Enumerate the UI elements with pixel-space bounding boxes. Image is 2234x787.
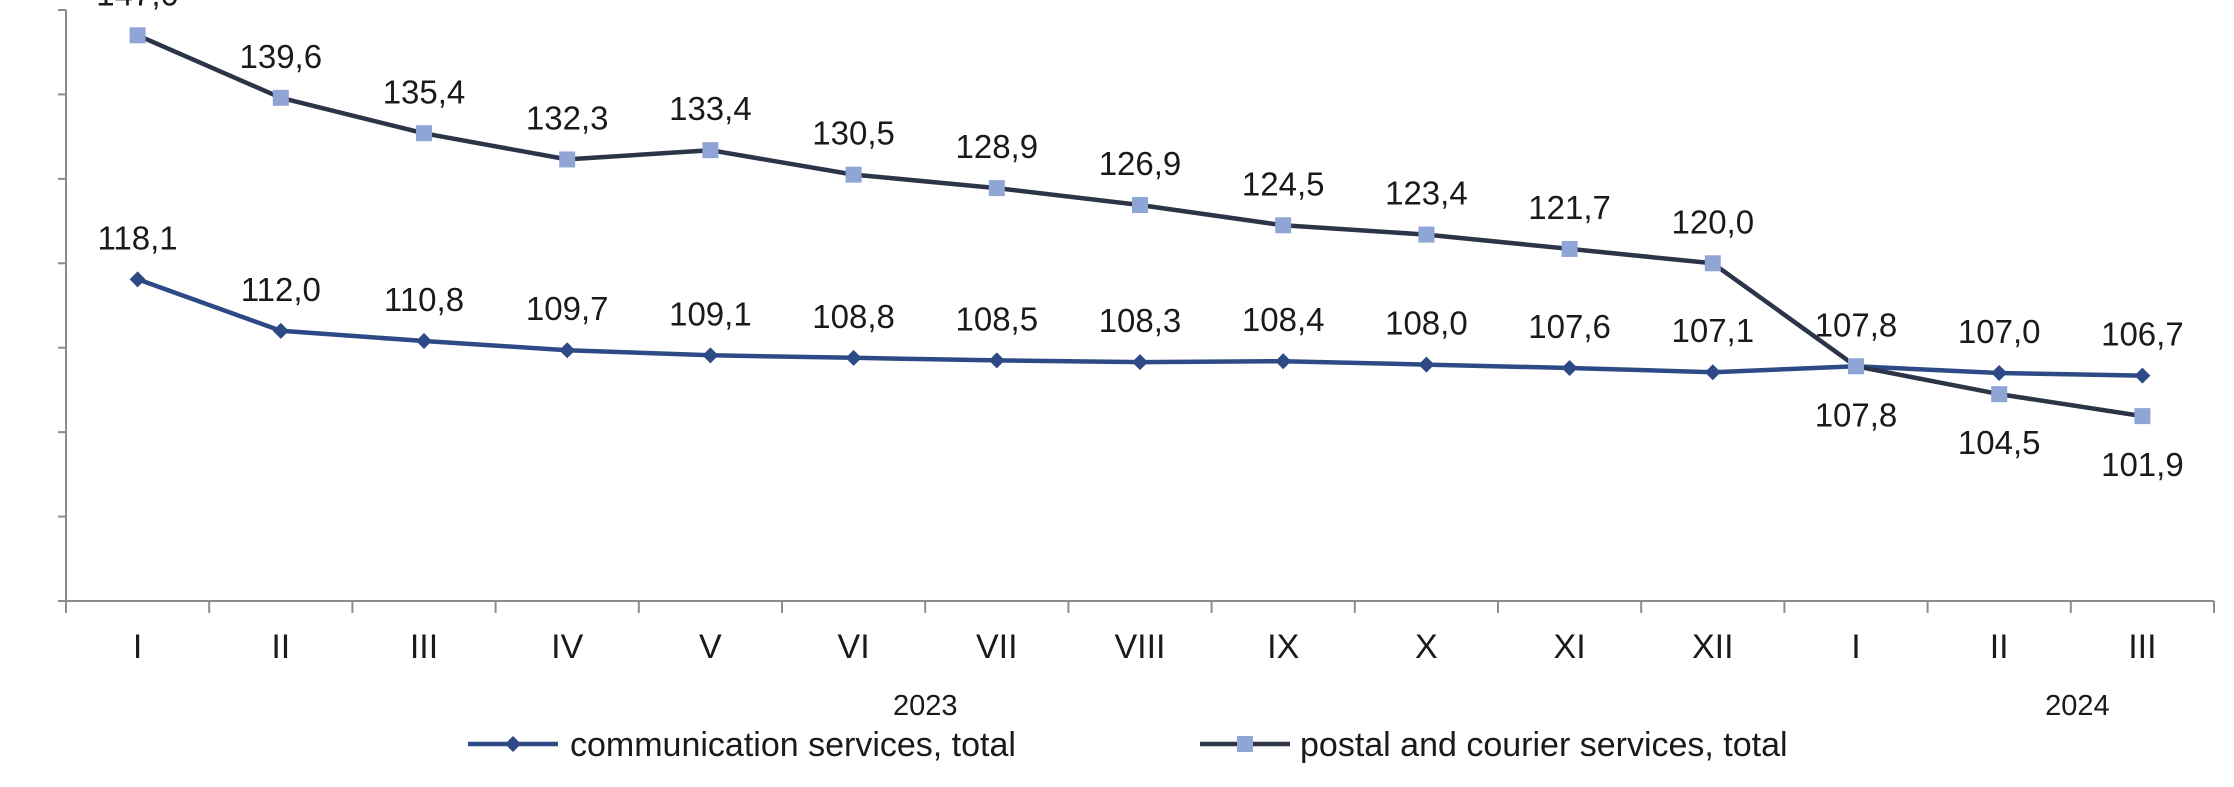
data-point-diamond — [702, 347, 719, 364]
data-point-diamond — [988, 352, 1005, 369]
category-label: VII — [976, 628, 1018, 666]
data-label: 123,4 — [1385, 175, 1468, 212]
data-label: 109,7 — [526, 290, 609, 327]
category-label: I — [133, 628, 142, 666]
category-labels: I II III IV V VI VII VIII IX X XI XII I II III — [133, 628, 2157, 666]
data-label: 108,5 — [956, 300, 1039, 337]
data-point-diamond — [2134, 367, 2151, 384]
data-point-square — [988, 180, 1005, 197]
data-label: 124,5 — [1242, 165, 1325, 202]
data-label: 112,0 — [241, 271, 321, 308]
year-labels: 2023 2024 — [893, 690, 2110, 722]
data-label: 107,8 — [1815, 306, 1898, 343]
data-label: 107,0 — [1958, 313, 2041, 350]
data-label: 107,6 — [1528, 308, 1611, 345]
data-point-diamond — [845, 349, 862, 366]
data-label: 128,9 — [956, 128, 1039, 165]
data-label: 118,1 — [98, 219, 178, 256]
data-point-square — [1704, 255, 1721, 272]
data-label: 109,1 — [669, 295, 752, 332]
data-point-diamond — [272, 322, 289, 339]
data-point-diamond — [129, 271, 146, 288]
legend-marker-diamond — [505, 736, 521, 752]
data-point-diamond — [1991, 365, 2008, 382]
category-label: VI — [838, 628, 870, 666]
data-label: 139,6 — [240, 38, 323, 75]
category-label: III — [410, 628, 438, 666]
data-label: 110,8 — [384, 281, 464, 318]
data-point-diamond — [1561, 359, 1578, 376]
year-label: 2024 — [2045, 690, 2110, 722]
data-label: 132,3 — [526, 99, 609, 136]
category-label: VIII — [1114, 628, 1165, 666]
category-label: XII — [1692, 628, 1734, 666]
data-point-square — [1132, 197, 1148, 214]
category-label: V — [699, 628, 722, 666]
data-point-square — [416, 125, 432, 142]
data-point-square — [272, 89, 289, 106]
data-point-diamond — [416, 332, 432, 349]
data-point-diamond — [559, 342, 576, 359]
category-label: II — [1990, 628, 2009, 666]
data-label: 108,3 — [1099, 302, 1182, 339]
data-label: 108,0 — [1385, 305, 1468, 342]
data-label: 121,7 — [1528, 189, 1611, 226]
data-label: 106,7 — [2101, 316, 2184, 353]
series-markers — [129, 27, 2151, 425]
data-point-diamond — [1275, 353, 1292, 370]
category-label: XI — [1554, 628, 1586, 666]
data-point-diamond — [1418, 356, 1435, 373]
category-label: IV — [551, 628, 583, 666]
data-label: 130,5 — [812, 115, 895, 152]
data-point-square — [1275, 217, 1292, 234]
data-label: 107,8 — [1815, 396, 1898, 433]
data-label: 108,4 — [1242, 301, 1325, 338]
data-label: 101,9 — [2101, 446, 2184, 483]
data-point-square — [129, 27, 146, 44]
data-point-square — [2134, 408, 2151, 425]
category-label: III — [2128, 628, 2156, 666]
data-label: 147,0 — [96, 0, 179, 12]
data-labels: 118,1 112,0 110,8 109,7 109,1 108,8 108,5 108,3… — [96, 0, 2183, 483]
data-point-square — [845, 166, 862, 183]
data-label: 107,1 — [1672, 312, 1755, 349]
category-label: IX — [1267, 628, 1299, 666]
data-point-square — [1418, 226, 1435, 243]
data-point-diamond — [1132, 354, 1148, 371]
legend-marker-square — [1237, 736, 1253, 752]
category-label: X — [1415, 628, 1438, 666]
category-label: I — [1851, 628, 1860, 666]
data-point-square — [1991, 386, 2008, 403]
data-label: 104,5 — [1958, 424, 2041, 461]
legend-label: communication services, total — [570, 726, 1016, 764]
data-label: 135,4 — [383, 73, 466, 110]
legend: communication services, total postal and … — [468, 726, 1788, 764]
data-label: 120,0 — [1672, 203, 1755, 240]
data-point-square — [1848, 358, 1864, 375]
legend-label: postal and courier services, total — [1300, 726, 1788, 764]
data-label: 108,8 — [812, 298, 895, 335]
data-label: 133,4 — [669, 90, 752, 127]
data-point-square — [559, 151, 576, 168]
chart-axes — [58, 9, 2215, 613]
year-label: 2023 — [893, 690, 958, 722]
data-point-square — [1561, 240, 1578, 257]
data-point-square — [702, 142, 719, 159]
data-point-diamond — [1704, 364, 1721, 381]
category-label: II — [271, 628, 290, 666]
data-label: 126,9 — [1099, 145, 1182, 182]
